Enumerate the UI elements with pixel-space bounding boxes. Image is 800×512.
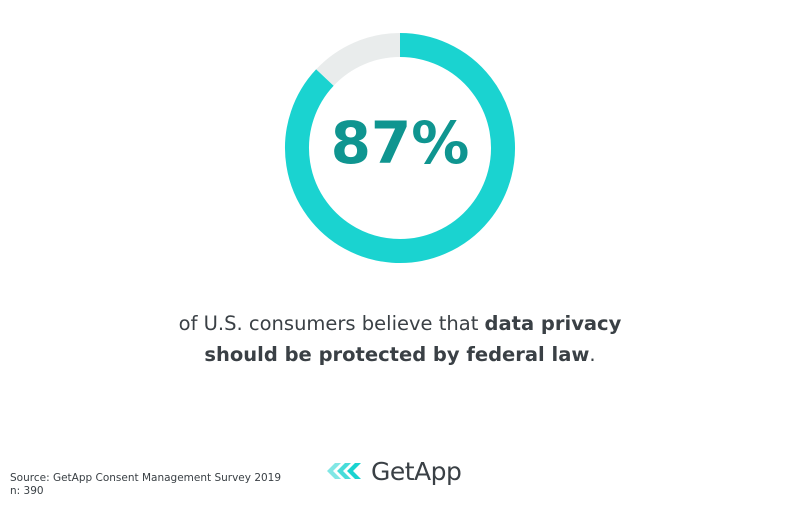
getapp-logo: GetApp xyxy=(327,453,462,489)
center-percentage-label: 87% xyxy=(331,109,470,177)
donut-group xyxy=(285,33,515,263)
donut-chart: 87% xyxy=(285,33,515,263)
getapp-chevrons-icon xyxy=(327,463,361,479)
donut-slice-filled xyxy=(285,33,515,263)
statement-line-2-plain: . xyxy=(589,343,596,366)
donut-slice-remaining xyxy=(316,33,401,86)
statement-line-1-plain: of U.S. consumers believe that xyxy=(178,312,485,335)
statement-text: of U.S. consumers believe that data priv… xyxy=(100,308,700,370)
source-text: Source: GetApp Consent Management Survey… xyxy=(10,472,282,484)
getapp-logo-text: GetApp xyxy=(371,456,462,486)
statement-line-1-bold: data privacy xyxy=(484,312,622,335)
statement-line-2: should be protected by federal law. xyxy=(100,339,700,370)
source-note: Source: GetApp Consent Management Survey… xyxy=(10,472,281,498)
statement-line-2-bold: should be protected by federal law xyxy=(204,343,590,366)
statement-line-1: of U.S. consumers believe that data priv… xyxy=(100,308,700,339)
sample-size: n: 390 xyxy=(10,485,44,497)
